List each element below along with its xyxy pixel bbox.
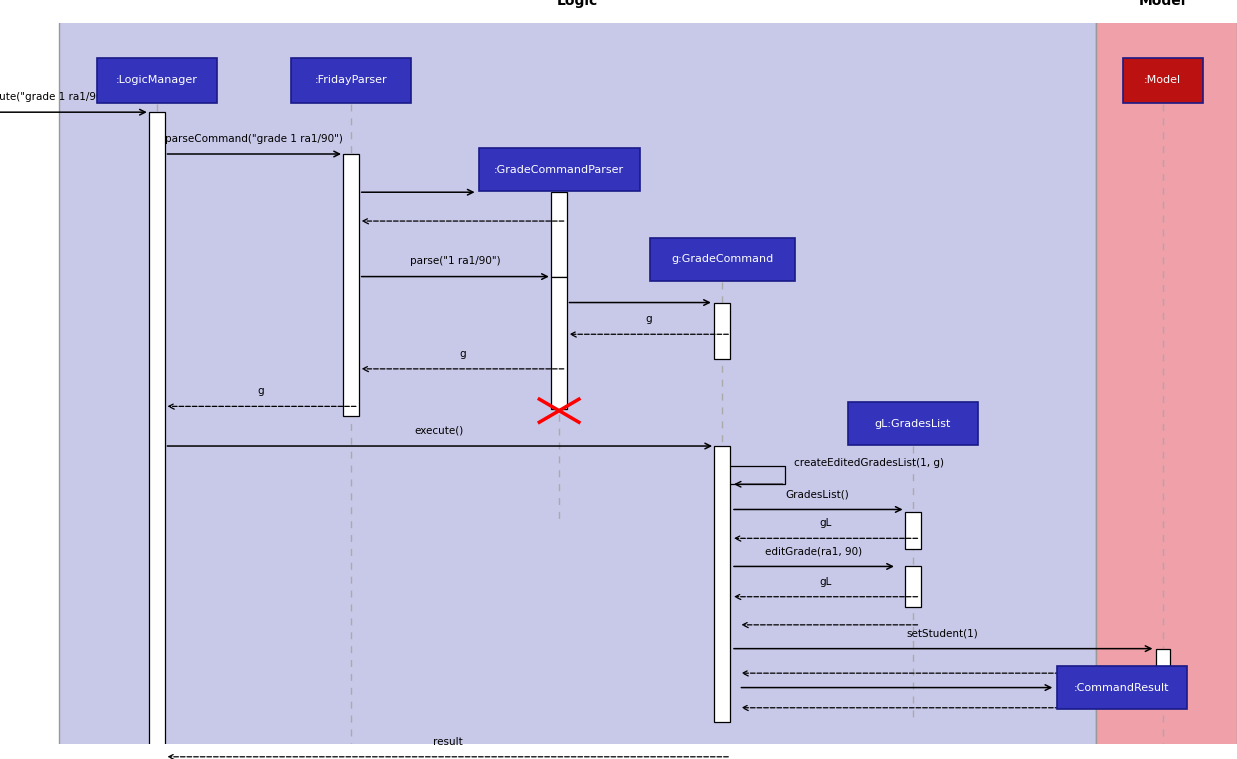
- Bar: [479, 148, 640, 191]
- Text: editGrade(ra1, 90): editGrade(ra1, 90): [766, 546, 862, 556]
- Bar: [1122, 58, 1202, 102]
- Text: g: g: [459, 349, 466, 359]
- Text: Logic: Logic: [557, 0, 599, 8]
- Bar: [904, 512, 920, 550]
- Bar: [715, 303, 730, 359]
- Bar: [847, 402, 977, 446]
- Text: gL: gL: [819, 518, 831, 528]
- Bar: [343, 154, 359, 416]
- Text: parse("1 ra1/90"): parse("1 ra1/90"): [409, 257, 501, 266]
- Text: :CommandResult: :CommandResult: [1074, 682, 1170, 692]
- Bar: [550, 276, 567, 408]
- Bar: [550, 192, 567, 276]
- Text: execute("grade 1 ra1/90"): execute("grade 1 ra1/90"): [0, 92, 111, 102]
- Text: setStudent(1): setStudent(1): [907, 628, 978, 638]
- Text: g: g: [257, 386, 265, 396]
- Bar: [1155, 649, 1169, 676]
- Bar: [59, 0, 1096, 759]
- Bar: [1096, 0, 1237, 759]
- Text: :FridayParser: :FridayParser: [315, 75, 387, 86]
- Bar: [291, 58, 411, 102]
- Bar: [715, 446, 730, 723]
- Bar: [651, 238, 794, 281]
- Text: :LogicManager: :LogicManager: [116, 75, 198, 86]
- Text: gL: gL: [819, 577, 831, 587]
- Text: g:GradeCommand: g:GradeCommand: [672, 254, 773, 264]
- Bar: [96, 58, 218, 102]
- Text: g: g: [644, 314, 652, 324]
- Bar: [904, 566, 920, 607]
- Text: gL:GradesList: gL:GradesList: [875, 419, 951, 429]
- Text: Model: Model: [1139, 0, 1186, 8]
- Text: :GradeCommandParser: :GradeCommandParser: [494, 165, 625, 175]
- Text: execute(): execute(): [414, 426, 464, 436]
- Text: result: result: [433, 737, 463, 747]
- Bar: [1056, 666, 1186, 709]
- Text: GradesList(): GradesList(): [785, 490, 850, 499]
- Text: parseCommand("grade 1 ra1/90"): parseCommand("grade 1 ra1/90"): [165, 134, 343, 144]
- Bar: [148, 112, 165, 759]
- Text: createEditedGradesList(1, g): createEditedGradesList(1, g): [794, 458, 944, 468]
- Text: :Model: :Model: [1144, 75, 1181, 86]
